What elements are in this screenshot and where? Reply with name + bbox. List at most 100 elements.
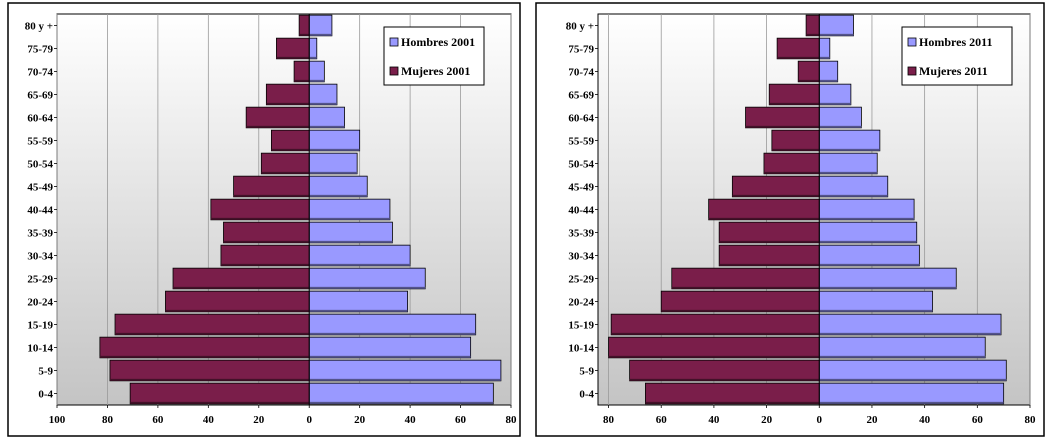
bar-mujeres-0-4 (645, 382, 820, 405)
bar-mujeres-35-39 (223, 221, 310, 244)
x-tick-label: 60 (656, 414, 668, 426)
bar-mujeres-55-59 (270, 129, 310, 152)
legend: Hombres 2001 Mujeres 2001 (383, 26, 485, 86)
bar-mujeres-10-14 (608, 336, 820, 359)
bar-mujeres-80y+ (298, 14, 310, 37)
bar-hombres-25-29 (818, 267, 957, 290)
y-tick-label: 25-29 (568, 274, 594, 286)
y-tick-label: 60-64 (568, 113, 594, 125)
bar-hombres-60-64 (308, 106, 345, 129)
y-tick-label: 75-79 (27, 44, 53, 56)
y-tick-label: 30-34 (27, 251, 53, 263)
y-tick-label: 80 y + (25, 21, 53, 33)
y-tick-label: 80 y + (566, 21, 594, 33)
y-tick-label: 5-9 (579, 366, 594, 378)
legend-box (383, 26, 485, 86)
pyramid-chart-2: 0-4 5-9 10-14 15-19 20-24 25-29 30-34 35-39 40-4… (535, 2, 1045, 437)
x-tick-label: 60 (152, 414, 164, 426)
bar-hombres-50-54 (308, 152, 358, 175)
bar-mujeres-35-39 (718, 221, 820, 244)
bar-hombres-35-39 (818, 221, 918, 244)
bar-mujeres-10-14 (99, 336, 310, 359)
legend-label: Hombres 2011 (919, 35, 992, 49)
y-tick-label: 35-39 (568, 228, 594, 240)
bar-mujeres-60-64 (745, 106, 820, 129)
bar-mujeres-50-54 (260, 152, 310, 175)
bar-mujeres-45-49 (731, 175, 820, 198)
x-tick-label: 40 (405, 414, 417, 426)
x-tick-label: 20 (253, 414, 265, 426)
x-tick-label: 80 (1025, 414, 1037, 426)
y-tick-label: 40-44 (568, 205, 594, 217)
x-tick-label: 0 (306, 414, 312, 426)
bar-hombres-15-19 (818, 313, 1002, 336)
x-tick-label: 100 (49, 414, 66, 426)
bar-hombres-20-24 (818, 290, 933, 313)
bar-mujeres-70-74 (797, 60, 820, 83)
y-tick-label: 45-49 (27, 182, 53, 194)
y-tick-label: 70-74 (568, 67, 594, 79)
bar-hombres-30-34 (308, 244, 411, 267)
bar-mujeres-25-29 (172, 267, 310, 290)
bar-mujeres-20-24 (660, 290, 820, 313)
legend-box (901, 26, 1013, 86)
bar-hombres-55-59 (818, 129, 881, 152)
y-tick-label: 75-79 (568, 44, 594, 56)
bar-mujeres-70-74 (293, 60, 310, 83)
bar-hombres-20-24 (308, 290, 408, 313)
y-tick-label: 45-49 (568, 182, 594, 194)
bar-mujeres-55-59 (771, 129, 820, 152)
x-tick-label: 40 (919, 414, 931, 426)
y-tick-label: 0-4 (579, 389, 594, 401)
bar-hombres-70-74 (308, 60, 325, 83)
bar-hombres-25-29 (308, 267, 426, 290)
legend-label: Hombres 2001 (401, 35, 475, 49)
bar-hombres-30-34 (818, 244, 920, 267)
y-tick-label: 65-69 (27, 90, 53, 102)
y-tick-label: 20-24 (27, 297, 53, 309)
bar-mujeres-5-9 (109, 359, 310, 382)
y-tick-label: 20-24 (568, 297, 594, 309)
x-tick-label: 60 (455, 414, 467, 426)
bar-hombres-5-9 (818, 359, 1007, 382)
y-tick-label: 0-4 (38, 389, 53, 401)
y-tick-label: 15-19 (568, 320, 594, 332)
legend-swatch (389, 37, 399, 47)
legend-swatch (389, 66, 399, 76)
bar-mujeres-20-24 (165, 290, 310, 313)
bar-hombres-55-59 (308, 129, 361, 152)
bar-hombres-0-4 (308, 382, 494, 405)
bar-hombres-10-14 (818, 336, 986, 359)
legend-swatch (907, 66, 917, 76)
bar-mujeres-45-49 (233, 175, 310, 198)
x-tick-label: 40 (708, 414, 720, 426)
y-tick-label: 50-54 (568, 159, 594, 171)
bar-hombres-80y+ (818, 14, 854, 37)
x-tick-label: 20 (866, 414, 878, 426)
bar-mujeres-65-69 (768, 83, 820, 106)
bar-hombres-45-49 (308, 175, 368, 198)
y-tick-label: 50-54 (27, 159, 53, 171)
legend: Hombres 2011 Mujeres 2011 (901, 26, 1013, 86)
bar-mujeres-30-34 (220, 244, 310, 267)
bar-mujeres-15-19 (114, 313, 310, 336)
y-tick-label: 10-14 (568, 343, 594, 355)
bar-hombres-15-19 (308, 313, 477, 336)
y-tick-label: 5-9 (38, 366, 53, 378)
legend-label: Mujeres 2011 (919, 64, 988, 78)
bar-hombres-50-54 (818, 152, 878, 175)
y-tick-label: 60-64 (27, 113, 53, 125)
bar-hombres-5-9 (308, 359, 502, 382)
x-tick-label: 80 (603, 414, 615, 426)
bar-mujeres-65-69 (265, 83, 310, 106)
bar-hombres-80y+ (308, 14, 333, 37)
y-tick-label: 40-44 (27, 205, 53, 217)
bar-mujeres-0-4 (129, 382, 310, 405)
x-tick-label: 80 (102, 414, 114, 426)
y-tick-label: 70-74 (27, 67, 53, 79)
bar-hombres-65-69 (818, 83, 852, 106)
bar-mujeres-30-34 (718, 244, 820, 267)
bar-hombres-75-79 (818, 37, 831, 60)
x-tick-label: 80 (506, 414, 518, 426)
